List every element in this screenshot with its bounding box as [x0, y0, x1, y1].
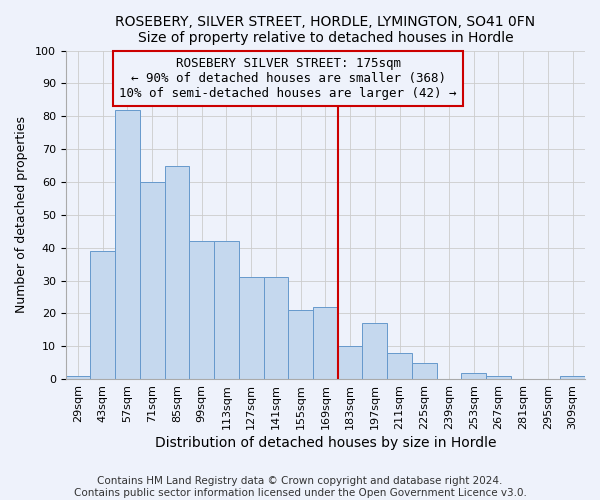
Text: ROSEBERY SILVER STREET: 175sqm
← 90% of detached houses are smaller (368)
10% of: ROSEBERY SILVER STREET: 175sqm ← 90% of … — [119, 57, 457, 100]
Bar — [214, 241, 239, 379]
Bar — [65, 376, 91, 379]
Bar — [164, 166, 190, 379]
Title: ROSEBERY, SILVER STREET, HORDLE, LYMINGTON, SO41 0FN
Size of property relative t: ROSEBERY, SILVER STREET, HORDLE, LYMINGT… — [115, 15, 535, 45]
Bar — [412, 363, 437, 379]
Bar — [288, 310, 313, 379]
Bar — [263, 278, 288, 379]
Bar — [91, 251, 115, 379]
Bar — [461, 372, 486, 379]
Bar — [190, 241, 214, 379]
Bar — [486, 376, 511, 379]
X-axis label: Distribution of detached houses by size in Hordle: Distribution of detached houses by size … — [155, 436, 496, 450]
Bar — [313, 307, 338, 379]
Bar — [115, 110, 140, 379]
Bar — [140, 182, 164, 379]
Text: Contains HM Land Registry data © Crown copyright and database right 2024.
Contai: Contains HM Land Registry data © Crown c… — [74, 476, 526, 498]
Bar — [338, 346, 362, 379]
Bar — [362, 324, 387, 379]
Y-axis label: Number of detached properties: Number of detached properties — [15, 116, 28, 314]
Bar — [560, 376, 585, 379]
Bar — [239, 278, 263, 379]
Bar — [387, 353, 412, 379]
